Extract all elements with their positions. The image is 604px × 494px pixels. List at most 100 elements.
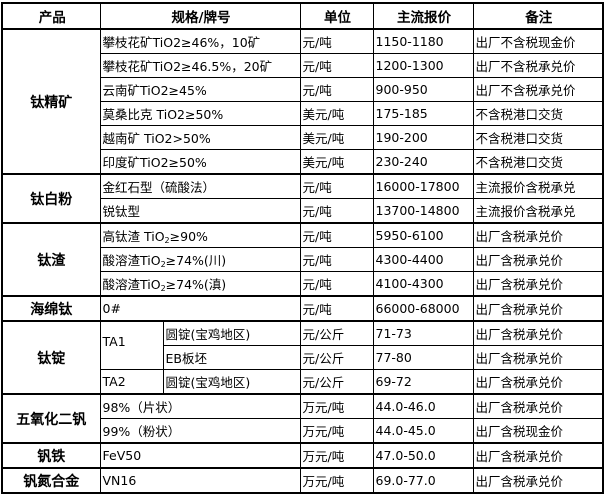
product-cell: 钒氮合金 [1,467,101,494]
spec-cell: 圆锭(宝鸡地区) [162,320,301,346]
price-cell: 4300-4400 [372,247,474,272]
table-row: EB板坯 元/公斤 77-80 出厂含税承兑价 [2,345,604,370]
note-cell: 出厂不含税承兑价 [472,77,604,102]
spec-text: ≥90% [169,229,208,244]
unit-cell: 元/吨 [299,77,374,102]
unit-cell: 万元/吨 [299,418,374,444]
spec-text: 酸溶渣TiO [102,253,161,268]
note-cell: 出厂含税承兑价 [472,320,604,346]
spec-cell: 98%（片状） [99,393,301,419]
price-cell: 47.0-50.0 [372,442,474,469]
product-cell: 钛锭 [1,320,101,395]
price-cell: 5950-6100 [372,222,474,248]
unit-cell: 元/吨 [299,198,374,224]
unit-cell: 万元/吨 [299,442,374,469]
table-row: 钒铁 FeV50 万元/吨 47.0-50.0 出厂含税承兑价 [1,442,604,469]
table-row: 越南矿 TiO2>50% 美元/吨 190-200 不含税港口交货 [2,125,604,150]
header-note: 备注 [472,2,604,30]
spec-cell: 攀枝花矿TiO2≥46.5%，20矿 [99,53,301,78]
unit-cell: 元/吨 [299,53,374,78]
price-cell: 4100-4300 [372,271,474,297]
unit-cell: 元/吨 [299,222,374,248]
unit-cell: 元/吨 [299,271,374,297]
spec-cell: VN16 [99,467,301,494]
table-row: 海绵钛 0# 元/吨 66000-68000 出厂含税承兑价 [1,295,604,322]
spec-text: 高钛渣 TiO [102,229,165,244]
price-cell: 230-240 [372,149,474,175]
price-cell: 190-200 [372,125,474,150]
table-row: 云南矿TiO2≥45% 元/吨 900-950 出厂不含税承兑价 [2,77,604,102]
unit-cell: 元/吨 [299,28,374,54]
product-cell: 钛白粉 [1,173,101,224]
unit-cell: 美元/吨 [299,101,374,126]
table-row: TA2 圆锭(宝鸡地区) 元/公斤 69-72 出厂含税承兑价 [2,369,604,395]
grade-cell: TA2 [99,369,164,395]
spec-cell: 圆锭(宝鸡地区) [162,369,301,395]
spec-subscript: 2 [160,260,166,269]
unit-cell: 美元/吨 [299,125,374,150]
spec-cell: 攀枝花矿TiO2≥46%，10矿 [99,28,301,54]
spec-cell: 酸溶渣TiO2≥74%(滇) [99,271,301,297]
price-cell: 16000-17800 [372,173,474,199]
spec-cell: 越南矿 TiO2>50% [99,125,301,150]
table-row: 钛渣 高钛渣 TiO2≥90% 元/吨 5950-6100 出厂含税承兑价 [1,222,604,297]
price-cell: 77-80 [372,345,474,370]
product-cell: 钒铁 [1,442,101,469]
note-cell: 出厂不含税现金价 [472,28,604,54]
note-cell: 出厂含税承兑价 [472,467,604,494]
header-unit: 单位 [299,2,374,30]
header-row: 产品 规格/牌号 单位 主流报价 备注 [1,2,604,30]
price-cell: 66000-68000 [372,295,474,322]
table-row: 锐钛型 元/吨 13700-14800 主流报价含税承兑 [2,198,604,224]
unit-cell: 万元/吨 [299,467,374,494]
table-row: 攀枝花矿TiO2≥46.5%，20矿 元/吨 1200-1300 出厂不含税承兑价 [2,53,604,78]
product-cell: 五氧化二钒 [1,393,101,444]
unit-cell: 元/公斤 [299,320,374,346]
table-row: 五氧化二钒 98%（片状） 万元/吨 44.0-46.0 出厂含税承兑价 [1,393,604,444]
note-cell: 出厂含税承兑价 [472,295,604,322]
unit-cell: 元/公斤 [299,345,374,370]
note-cell: 不含税港口交货 [472,101,604,126]
spec-cell: 印度矿TiO2≥50% [99,149,301,175]
product-cell: 钛渣 [1,222,101,297]
note-cell: 出厂含税承兑价 [472,271,604,297]
header-price: 主流报价 [372,2,474,30]
table-row: 莫桑比克 TiO2≥50% 美元/吨 175-185 不含税港口交货 [2,101,604,126]
spec-cell: 云南矿TiO2≥45% [99,77,301,102]
unit-cell: 元/吨 [299,173,374,199]
spec-cell: 酸溶渣TiO2≥74%(川) [99,247,301,272]
header-spec: 规格/牌号 [99,2,301,30]
price-cell: 71-73 [372,320,474,346]
price-cell: 900-950 [372,77,474,102]
price-cell: 69-72 [372,369,474,395]
price-cell: 1150-1180 [372,28,474,54]
table-row: 酸溶渣TiO2≥74%(滇) 元/吨 4100-4300 出厂含税承兑价 [2,271,604,297]
header-product: 产品 [1,2,101,30]
note-cell: 出厂含税承兑价 [472,369,604,395]
price-cell: 175-185 [372,101,474,126]
unit-cell: 元/吨 [299,295,374,322]
note-cell: 出厂含税承兑价 [472,247,604,272]
spec-cell: FeV50 [99,442,301,469]
spec-cell: 莫桑比克 TiO2≥50% [99,101,301,126]
table-row: 印度矿TiO2≥50% 美元/吨 230-240 不含税港口交货 [2,149,604,175]
note-cell: 不含税港口交货 [472,125,604,150]
price-cell: 13700-14800 [372,198,474,224]
unit-cell: 美元/吨 [299,149,374,175]
spec-text: ≥74%(川) [165,253,227,268]
spec-cell: 99%（粉状） [99,418,301,444]
note-cell: 出厂含税承兑价 [472,345,604,370]
price-cell: 1200-1300 [372,53,474,78]
table-row: 钒氮合金 VN16 万元/吨 69.0-77.0 出厂含税承兑价 [1,467,604,494]
spec-cell: 金红石型（硫酸法） [99,173,301,199]
spec-text: ≥74%(滇) [165,277,227,292]
note-cell: 出厂含税现金价 [472,418,604,444]
spec-cell: 高钛渣 TiO2≥90% [99,222,301,248]
table-row: 酸溶渣TiO2≥74%(川) 元/吨 4300-4400 出厂含税承兑价 [2,247,604,272]
price-cell: 69.0-77.0 [372,467,474,494]
unit-cell: 元/公斤 [299,369,374,395]
table-row: 钛精矿 攀枝花矿TiO2≥46%，10矿 元/吨 1150-1180 出厂不含税现金价 [1,28,604,175]
table-row: 钛锭 TA1 圆锭(宝鸡地区) 元/公斤 71-73 出厂含税承兑价 [1,320,604,395]
note-cell: 出厂不含税承兑价 [472,53,604,78]
